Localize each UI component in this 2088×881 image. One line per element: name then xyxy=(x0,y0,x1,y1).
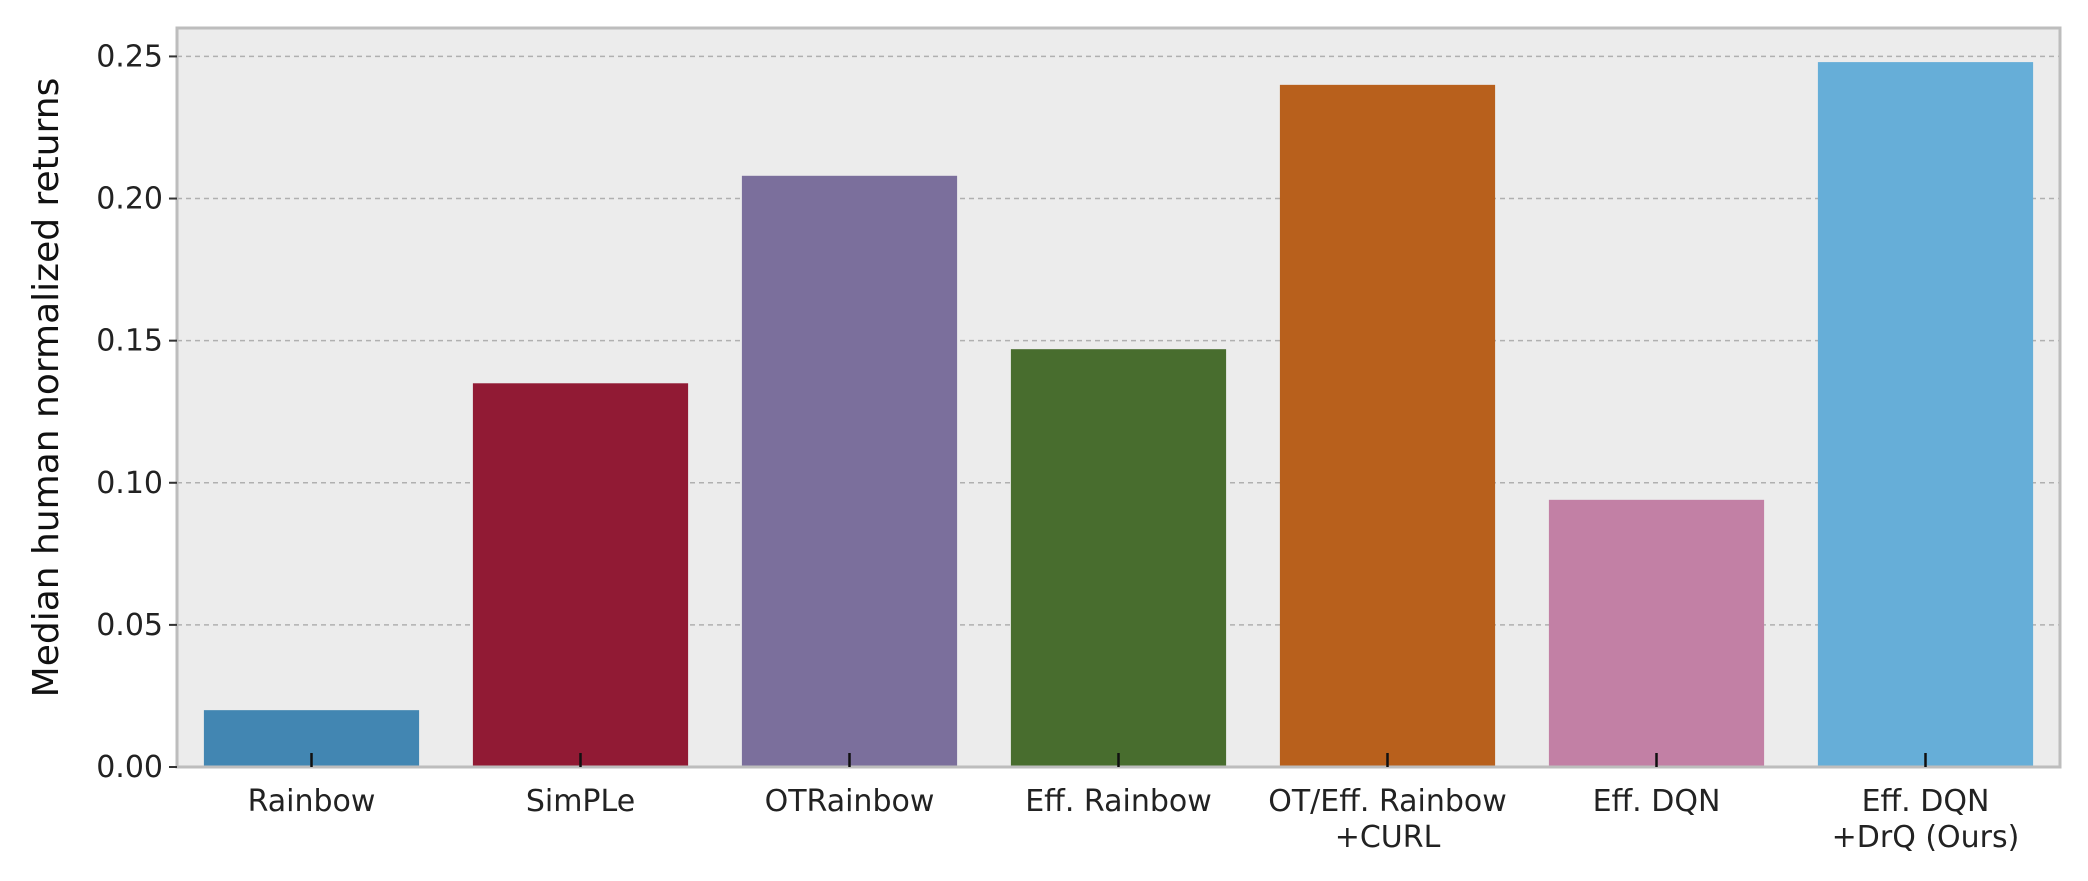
x-tick-label: Eff. DQN +DrQ (Ours) xyxy=(1832,784,2020,855)
x-tick-label: Rainbow xyxy=(248,784,376,819)
y-tick-label: 0.15 xyxy=(96,324,163,359)
bar xyxy=(1548,499,1765,767)
bar xyxy=(1817,62,2034,768)
y-tick-label: 0.10 xyxy=(96,466,163,501)
bar xyxy=(741,175,958,768)
y-axis-label: Median human normalized returns xyxy=(26,78,67,698)
bar xyxy=(1279,84,1496,768)
x-tick-label: OTRainbow xyxy=(765,784,935,819)
y-axis-ticks: 0.00 0.05 0.10 0.15 0.20 0.25 xyxy=(96,39,177,785)
bar xyxy=(472,383,689,767)
y-tick-label: 0.05 xyxy=(96,608,163,643)
y-tick-label: 0.00 xyxy=(96,750,163,785)
x-tick-label: OT/Eff. Rainbow +CURL xyxy=(1268,784,1507,855)
x-tick-label: SimPLe xyxy=(526,784,635,819)
bar xyxy=(1010,349,1227,767)
bars xyxy=(203,62,2034,768)
x-axis-ticks: Rainbow SimPLe OTRainbow Eff. Rainbow OT/Eff… xyxy=(248,753,2020,855)
x-tick-label: Eff. DQN xyxy=(1593,784,1721,819)
y-tick-label: 0.25 xyxy=(96,39,163,74)
y-tick-label: 0.20 xyxy=(96,182,163,217)
x-tick-label: Eff. Rainbow xyxy=(1025,784,1212,819)
